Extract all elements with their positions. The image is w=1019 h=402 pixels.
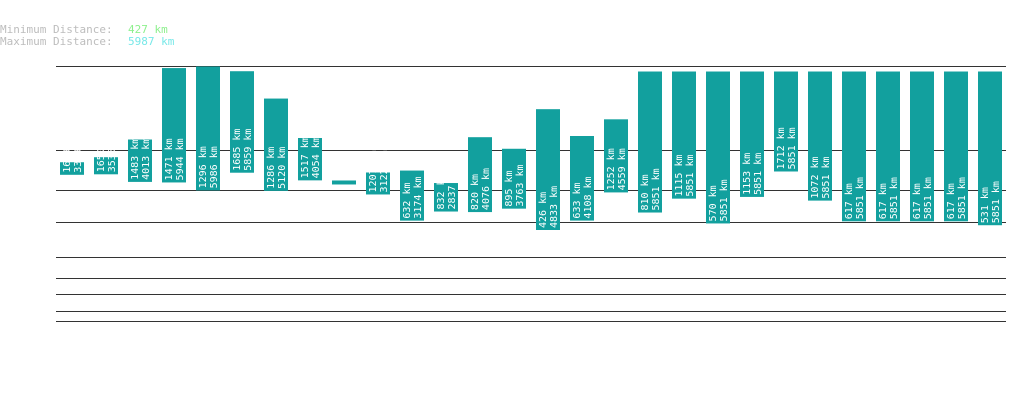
- bar-min-label: 617 km: [878, 183, 889, 219]
- bar: [672, 71, 696, 199]
- bar-max-label: 2906 km: [345, 133, 356, 175]
- bar-min-label: 1712 km: [776, 127, 787, 169]
- bar: [332, 180, 356, 185]
- bar-min-label: 1286 km: [266, 147, 277, 189]
- bar: [400, 170, 424, 221]
- bar-max-label: 5851 km: [719, 179, 730, 221]
- legend-min-value: 427 km: [128, 23, 168, 36]
- bar-max-label: 4559 km: [617, 148, 628, 190]
- bar-max-label: 5851 km: [889, 177, 900, 219]
- bar-labels: 1639 km 3399 km 1650 km 3535 km 1483 km 4013 …: [62, 127, 1002, 228]
- bar: [94, 157, 118, 175]
- bar: [264, 98, 288, 191]
- bar-min-label: 810 km: [640, 174, 651, 210]
- bar: [128, 139, 152, 182]
- bar-max-label: 3535 km: [107, 130, 118, 172]
- bar-max-label: 3763 km: [515, 165, 526, 207]
- bar-max-label: 4833 km: [549, 186, 560, 228]
- bar-min-label: 1252 km: [606, 148, 617, 190]
- bar-min-label: 1153 km: [742, 153, 753, 195]
- bar-min-label: 832 km: [436, 173, 447, 209]
- bar: [502, 148, 526, 209]
- bar-max-label: 4108 km: [583, 176, 594, 218]
- bar-min-label: 617 km: [946, 183, 957, 219]
- bar-min-label: 633 km: [572, 182, 583, 218]
- bar-min-label: 617 km: [844, 183, 855, 219]
- bar: [842, 71, 866, 222]
- bar-min-label: 632 km: [402, 183, 413, 219]
- bar-max-label: 5851 km: [957, 177, 968, 219]
- bar: [468, 137, 492, 213]
- legend-max-value: 5987 km: [128, 35, 175, 48]
- bar: [638, 71, 662, 213]
- legend-max-label: Maximum Distance:: [0, 35, 113, 48]
- bar-max-label: 5851 km: [753, 153, 764, 195]
- bar-max-label: 5851 km: [991, 181, 1002, 223]
- bar: [808, 71, 832, 201]
- bar-min-label: 1115 km: [674, 154, 685, 196]
- bar-min-label: 1588 km: [334, 133, 345, 175]
- bar-min-label: 1072 km: [810, 156, 821, 198]
- bar: [944, 71, 968, 222]
- bar-min-label: 531 km: [980, 187, 991, 223]
- bar-max-label: 3122 km: [379, 150, 390, 192]
- bar: [570, 136, 594, 221]
- bar-max-label: 5120 km: [277, 147, 288, 189]
- bar-min-label: 1517 km: [300, 136, 311, 178]
- bar-min-label: 1207 km: [368, 150, 379, 192]
- bar-max-label: 3399 km: [73, 131, 84, 173]
- bar-min-label: 1296 km: [198, 146, 209, 188]
- bar-max-label: 4054 km: [311, 136, 322, 178]
- bar-max-label: 5859 km: [243, 129, 254, 171]
- bar-min-label: 1483 km: [130, 138, 141, 180]
- bar-max-label: 5851 km: [923, 177, 934, 219]
- bar-min-label: 820 km: [470, 174, 481, 210]
- bar: [876, 71, 900, 222]
- bar-min-label: 1685 km: [232, 129, 243, 171]
- bar-max-label: 5944 km: [175, 138, 186, 180]
- bar: [910, 71, 934, 222]
- bar-min-label: 1650 km: [96, 130, 107, 172]
- bar-max-label: 5851 km: [821, 156, 832, 198]
- bar-min-label: 426 km: [538, 192, 549, 228]
- bar-max-label: 5851 km: [651, 168, 662, 210]
- distance-legend: Minimum Distance: 427 km Maximum Distance…: [0, 24, 174, 48]
- bar-max-label: 4076 km: [481, 168, 492, 210]
- bar-max-label: 5851 km: [787, 127, 798, 169]
- bar: [774, 71, 798, 172]
- bar-min-label: 1639 km: [62, 131, 73, 173]
- bar-max-label: 3174 km: [413, 176, 424, 218]
- bar: [978, 71, 1002, 226]
- bar-max-label: 5986 km: [209, 146, 220, 188]
- bar: [366, 172, 390, 195]
- bar: [604, 119, 628, 193]
- bar: [196, 66, 220, 191]
- bar: [536, 109, 560, 230]
- bar-max-label: 5851 km: [685, 154, 696, 196]
- gridlines: [56, 66, 1006, 322]
- legend-max-row: Maximum Distance: 5987 km: [0, 36, 174, 48]
- bar-max-label: 4013 km: [141, 138, 152, 180]
- bar: [298, 138, 322, 181]
- legend-min-label: Minimum Distance:: [0, 23, 113, 36]
- bar-max-label: 2837 km: [447, 167, 458, 209]
- bar: [162, 68, 186, 183]
- legend-min-row: Minimum Distance: 427 km: [0, 24, 174, 36]
- bar: [60, 162, 84, 175]
- bar: [706, 71, 730, 224]
- bar: [434, 183, 458, 212]
- bar-min-label: 895 km: [504, 171, 515, 207]
- bars: [60, 66, 1002, 230]
- bar-min-label: 617 km: [912, 183, 923, 219]
- bar-min-label: 570 km: [708, 185, 719, 221]
- bar-max-label: 5851 km: [855, 177, 866, 219]
- bar-min-label: 1471 km: [164, 138, 175, 180]
- bar: [230, 71, 254, 173]
- bar: [740, 71, 764, 197]
